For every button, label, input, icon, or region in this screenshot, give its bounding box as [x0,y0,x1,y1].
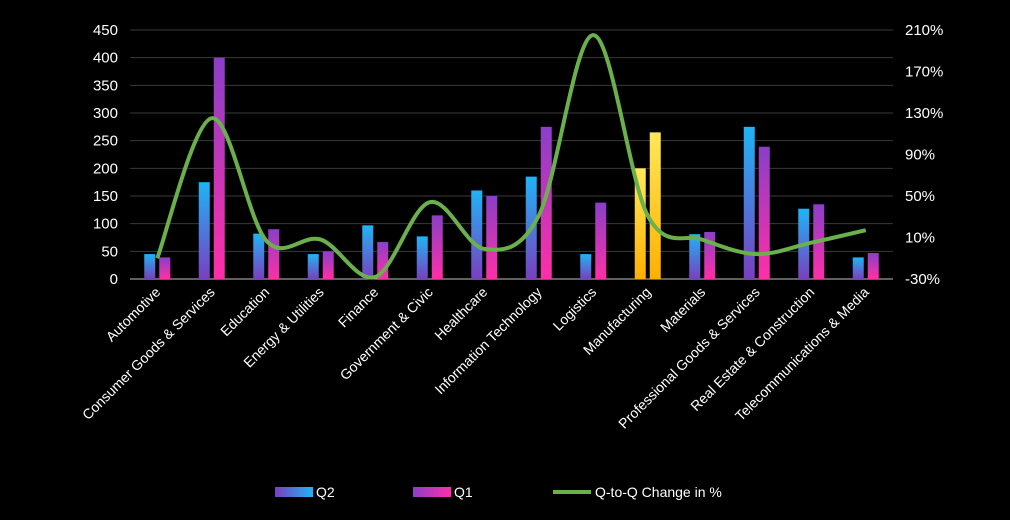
bars [144,57,879,279]
bar-q1 [213,57,225,279]
y-right-tick-label: 90% [905,147,935,164]
legend-q2-label: Q2 [316,484,335,500]
bar-q1 [486,196,498,279]
category-label: Education [217,284,272,339]
bar-q2 [471,190,483,279]
legend-line-label: Q-to-Q Change in % [595,484,722,500]
bar-q1 [322,251,334,279]
y-right-tick-label: 210% [905,22,943,39]
y-left-tick-label: 350 [93,77,118,94]
category-label: Materials [657,284,708,335]
bar-q2 [416,236,428,279]
y-right-tick-label: 10% [905,230,935,247]
y-axis-right: -30% 10% 50% 90% 130% 170% 210% [905,22,943,288]
y-right-tick-label: 170% [905,64,943,81]
legend-q1-swatch [413,487,451,497]
bar-q2 [743,126,755,279]
change-line [155,33,867,280]
category-label: Finance [335,284,382,331]
bar-q1 [649,132,661,279]
y-left-tick-label: 50 [101,243,118,260]
bar-q1 [268,229,280,279]
y-left-tick-label: 250 [93,133,118,150]
y-left-tick-label: 150 [93,188,118,205]
category-label: Logistics [550,284,600,334]
bar-q1 [159,257,171,279]
bar-q2 [307,254,319,279]
bar-q2 [634,168,646,279]
y-left-tick-label: 400 [93,50,118,67]
bar-q1 [758,146,770,279]
y-left-tick-label: 200 [93,160,118,177]
bar-q1 [377,241,389,279]
bar-q2 [852,257,864,279]
bar-q2 [253,233,265,279]
bar-q2 [198,182,210,279]
y-right-tick-label: 130% [905,105,943,122]
y-right-tick-label: 50% [905,188,935,205]
y-left-tick-label: 300 [93,105,118,122]
bar-q2 [144,254,156,279]
bar-q1 [704,231,716,279]
y-left-tick-label: 450 [93,22,118,39]
y-axis-left: 0 50 100 150 200 250 300 350 400 450 [93,22,118,288]
legend-q2-swatch [275,487,313,497]
bar-q2 [689,234,701,279]
bar-q2 [580,254,592,279]
legend-q1-label: Q1 [454,484,473,500]
category-label: Government & Civic [337,284,436,383]
change-line-path [155,33,867,280]
legend: Q2 Q1 Q-to-Q Change in % [275,484,722,500]
category-label: Information Technology [431,284,544,397]
bar-q1 [595,202,607,279]
gridlines [130,29,893,280]
y-left-tick-label: 100 [93,216,118,233]
y-left-tick-label: 0 [110,271,118,288]
bar-q1 [540,126,552,279]
y-right-tick-label: -30% [905,271,940,288]
bar-q2 [362,225,374,279]
bar-q1 [431,215,443,279]
category-label: Healthcare [431,284,490,343]
bar-q1 [867,252,879,279]
